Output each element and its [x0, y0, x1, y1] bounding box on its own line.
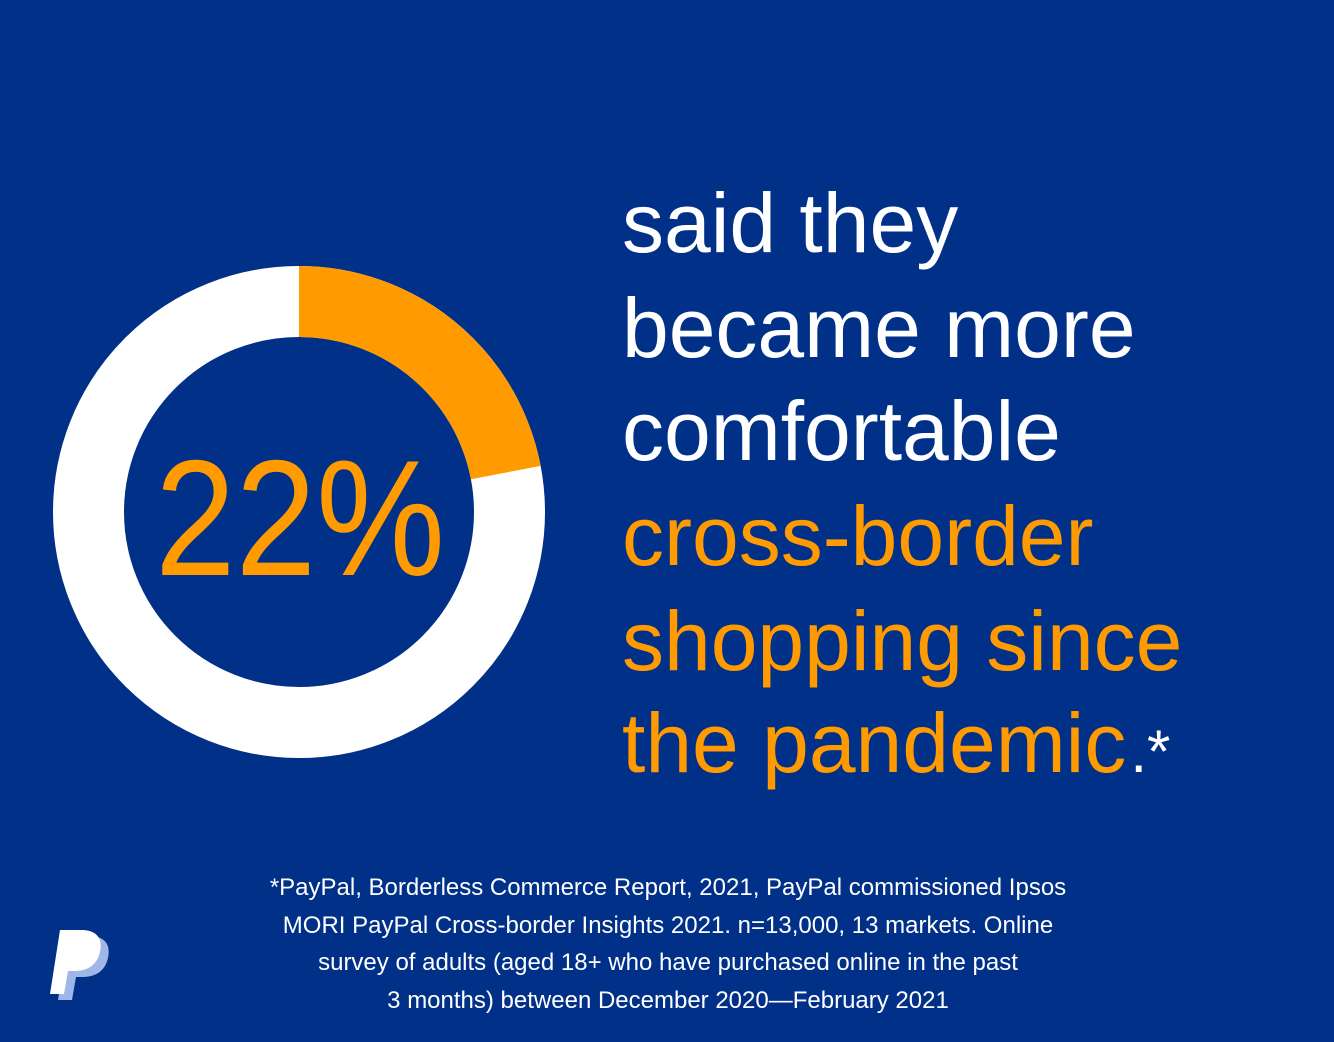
headline-line: became more — [622, 281, 1136, 375]
logo-front — [50, 930, 101, 994]
donut-segment — [299, 266, 541, 480]
headline-highlight: the pandemic — [622, 696, 1126, 790]
headline-line: said they — [622, 176, 958, 270]
footnote-line: survey of adults (aged 18+ who have purc… — [318, 949, 1018, 976]
headline-line: comfortable — [622, 384, 1061, 478]
footnote-mark: .* — [1130, 718, 1170, 785]
paypal-logo — [50, 930, 109, 1000]
footnote-line: 3 months) between December 2020—February… — [387, 987, 949, 1014]
headline-highlight: cross-border — [622, 489, 1093, 583]
footnote-line: *PayPal, Borderless Commerce Report, 202… — [270, 874, 1066, 901]
footnote-line: MORI PayPal Cross-border Insights 2021. … — [283, 912, 1053, 939]
headline-highlight: shopping since — [622, 594, 1182, 688]
value-label: 22% — [155, 426, 445, 610]
